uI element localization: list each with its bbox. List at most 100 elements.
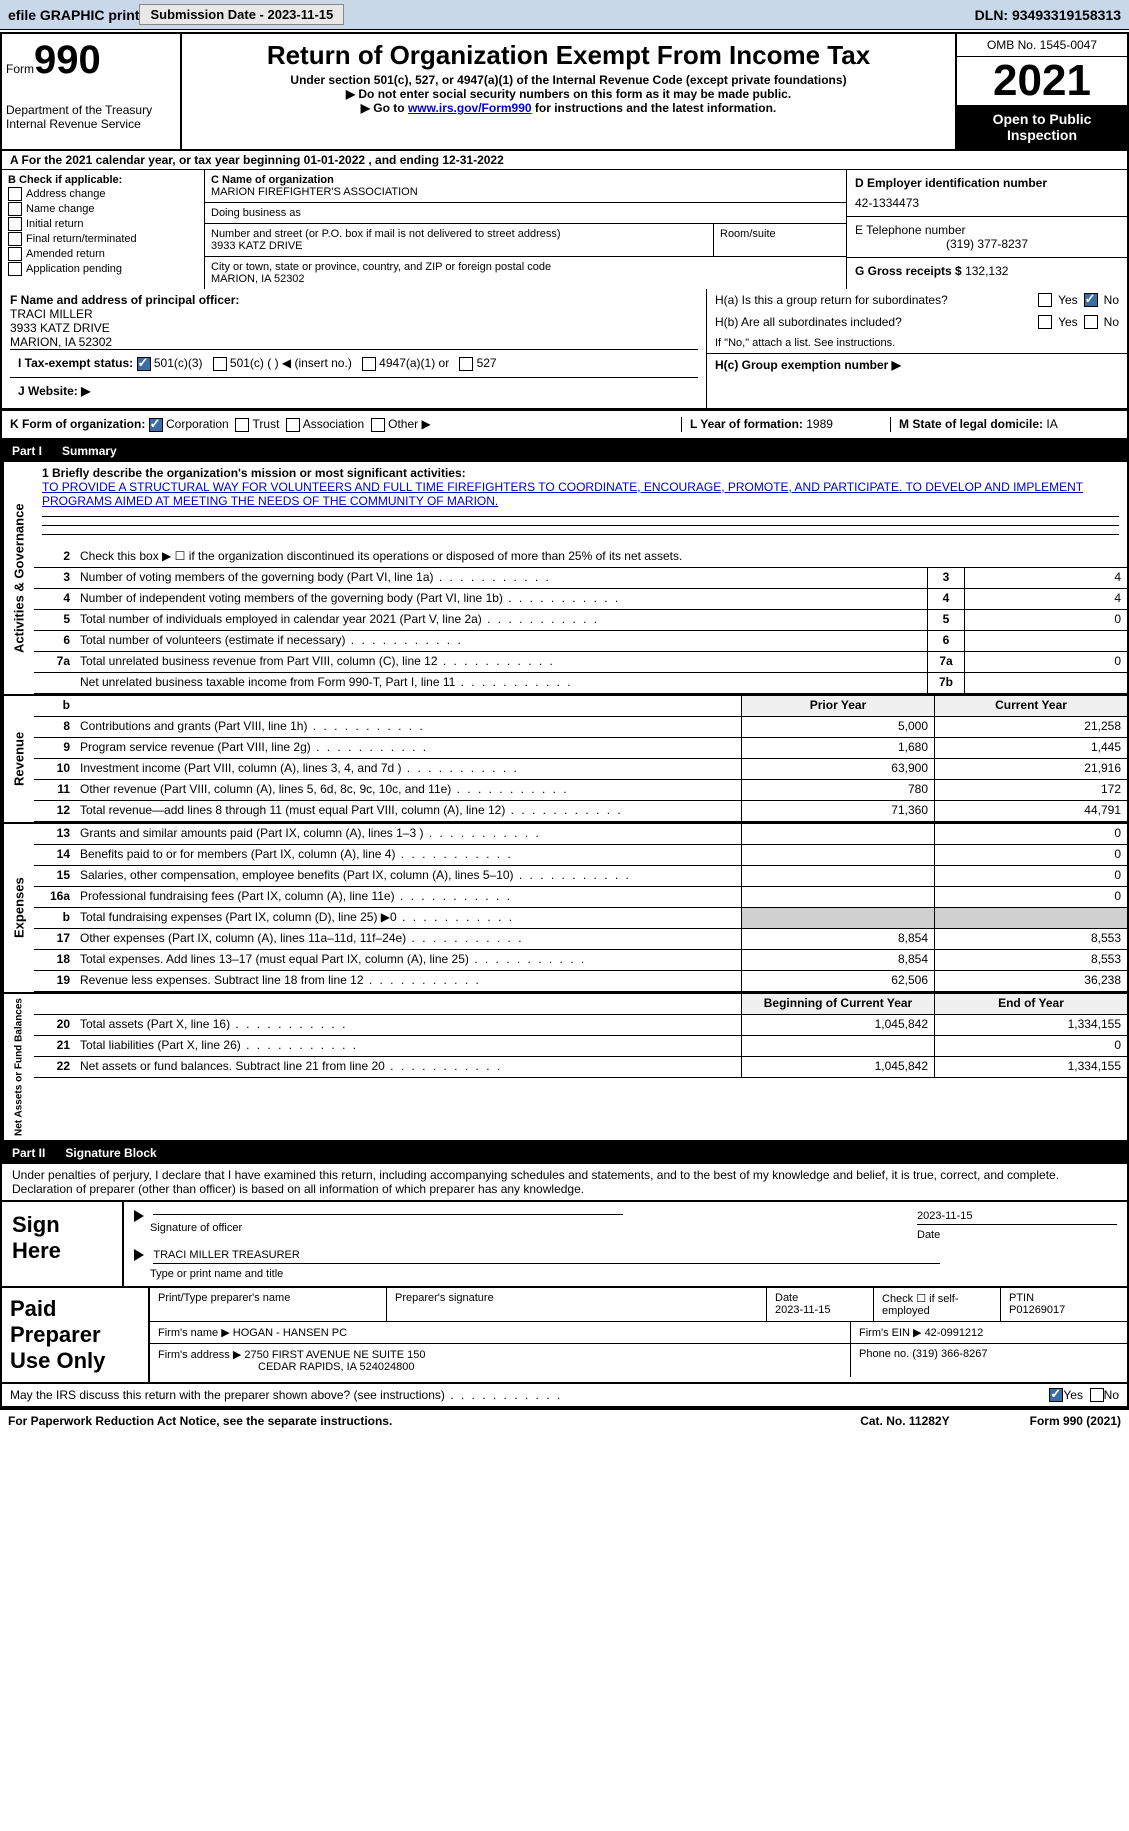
501c-checkbox[interactable] bbox=[213, 357, 227, 371]
expense-line: Total fundraising expenses (Part IX, col… bbox=[76, 908, 741, 928]
efile-label: efile GRAPHIC print bbox=[8, 7, 139, 23]
corp-checkbox[interactable] bbox=[149, 418, 163, 432]
firm-addr2: CEDAR RAPIDS, IA 524024800 bbox=[258, 1361, 415, 1373]
revenue-tab: Revenue bbox=[2, 696, 34, 822]
form990-link[interactable]: www.irs.gov/Form990 bbox=[408, 101, 532, 115]
ha-yes-checkbox[interactable] bbox=[1038, 293, 1052, 307]
revenue-line: Total revenue—add lines 8 through 11 (mu… bbox=[76, 801, 741, 821]
pra-notice: For Paperwork Reduction Act Notice, see … bbox=[8, 1414, 860, 1428]
officer-addr: 3933 KATZ DRIVE bbox=[10, 321, 698, 335]
current-year-head: Current Year bbox=[934, 696, 1127, 716]
summary-value bbox=[964, 631, 1127, 651]
room-label: Room/suite bbox=[714, 224, 846, 257]
irs-label: Internal Revenue Service bbox=[6, 117, 176, 131]
summary-line: Number of voting members of the governin… bbox=[76, 568, 927, 588]
open-inspection: Open to Public Inspection bbox=[957, 105, 1127, 149]
prior-value: 8,854 bbox=[741, 929, 934, 949]
current-value: 0 bbox=[934, 866, 1127, 886]
prior-value bbox=[741, 866, 934, 886]
expense-line: Grants and similar amounts paid (Part IX… bbox=[76, 824, 741, 844]
current-value: 8,553 bbox=[934, 950, 1127, 970]
type-name-label: Type or print name and title bbox=[150, 1268, 1117, 1280]
officer-city: MARION, IA 52302 bbox=[10, 335, 698, 349]
tax-year: 2021 bbox=[957, 57, 1127, 105]
end-year-head: End of Year bbox=[934, 994, 1127, 1014]
current-value: 172 bbox=[934, 780, 1127, 800]
discuss-no-checkbox[interactable] bbox=[1090, 1388, 1104, 1402]
trust-checkbox[interactable] bbox=[235, 418, 249, 432]
print-name-label: Print/Type preparer's name bbox=[150, 1288, 387, 1321]
form-number: 990 bbox=[34, 38, 101, 82]
hb-label: H(b) Are all subordinates included? bbox=[715, 315, 1032, 329]
org-name: MARION FIREFIGHTER'S ASSOCIATION bbox=[211, 186, 840, 198]
tax-status-label: I Tax-exempt status: bbox=[18, 356, 133, 370]
activities-governance-tab: Activities & Governance bbox=[2, 462, 34, 694]
summary-value bbox=[964, 673, 1127, 693]
summary-line: Number of independent voting members of … bbox=[76, 589, 927, 609]
amended-return-checkbox[interactable] bbox=[8, 247, 22, 261]
city-value: MARION, IA 52302 bbox=[211, 273, 840, 285]
gross-receipts-label: G Gross receipts $ bbox=[855, 264, 962, 278]
prior-value: 780 bbox=[741, 780, 934, 800]
prior-value: 63,900 bbox=[741, 759, 934, 779]
ein-value: 42-1334473 bbox=[855, 190, 1119, 210]
hb-yes-checkbox[interactable] bbox=[1038, 315, 1052, 329]
submission-date-button[interactable]: Submission Date - 2023-11-15 bbox=[139, 4, 344, 25]
firm-phone: (319) 366-8267 bbox=[912, 1348, 987, 1360]
address-change-checkbox[interactable] bbox=[8, 187, 22, 201]
omb-number: OMB No. 1545-0047 bbox=[957, 34, 1127, 57]
date-label: Date bbox=[917, 1229, 1117, 1241]
ha-no-checkbox[interactable] bbox=[1084, 293, 1098, 307]
form-word: Form bbox=[6, 62, 34, 76]
declaration-text: Under penalties of perjury, I declare th… bbox=[2, 1164, 1127, 1202]
current-value: 21,916 bbox=[934, 759, 1127, 779]
form-title: Return of Organization Exempt From Incom… bbox=[190, 40, 947, 71]
other-checkbox[interactable] bbox=[371, 418, 385, 432]
501c3-checkbox[interactable] bbox=[137, 357, 151, 371]
expense-line: Other expenses (Part IX, column (A), lin… bbox=[76, 929, 741, 949]
527-checkbox[interactable] bbox=[459, 357, 473, 371]
discuss-label: May the IRS discuss this return with the… bbox=[10, 1388, 1049, 1402]
discuss-yes-checkbox[interactable] bbox=[1049, 1388, 1063, 1402]
mission-label: 1 Briefly describe the organization's mi… bbox=[42, 466, 466, 480]
website-label: J Website: ▶ bbox=[18, 384, 90, 398]
prior-value: 1,680 bbox=[741, 738, 934, 758]
year-formation-label: L Year of formation: bbox=[690, 417, 806, 431]
form-footer: Form 990 (2021) bbox=[1030, 1414, 1121, 1428]
current-value: 0 bbox=[934, 824, 1127, 844]
prior-value bbox=[741, 887, 934, 907]
current-value: 0 bbox=[934, 887, 1127, 907]
form-org-label: K Form of organization: bbox=[10, 417, 145, 431]
paid-preparer-label: Paid Preparer Use Only bbox=[2, 1288, 150, 1382]
hb-no-checkbox[interactable] bbox=[1084, 315, 1098, 329]
prior-value bbox=[741, 824, 934, 844]
revenue-line: Contributions and grants (Part VIII, lin… bbox=[76, 717, 741, 737]
final-return-checkbox[interactable] bbox=[8, 232, 22, 246]
current-value: 1,445 bbox=[934, 738, 1127, 758]
current-value: 44,791 bbox=[934, 801, 1127, 821]
arrow-icon bbox=[134, 1249, 144, 1261]
net-line: Total assets (Part X, line 16) bbox=[76, 1015, 741, 1035]
name-change-checkbox[interactable] bbox=[8, 202, 22, 216]
sign-here-label: Sign Here bbox=[2, 1202, 124, 1286]
summary-line: Total unrelated business revenue from Pa… bbox=[76, 652, 927, 672]
assoc-checkbox[interactable] bbox=[286, 418, 300, 432]
top-toolbar: efile GRAPHIC print Submission Date - 20… bbox=[0, 0, 1129, 30]
expense-line: Revenue less expenses. Subtract line 18 … bbox=[76, 971, 741, 991]
4947-checkbox[interactable] bbox=[362, 357, 376, 371]
goto-post: for instructions and the latest informat… bbox=[532, 101, 777, 115]
prior-value: 71,360 bbox=[741, 801, 934, 821]
net-line: Total liabilities (Part X, line 26) bbox=[76, 1036, 741, 1056]
current-value: 8,553 bbox=[934, 929, 1127, 949]
part2-header: Part II Signature Block bbox=[0, 1142, 1129, 1164]
dln-label: DLN: 93493319158313 bbox=[975, 7, 1121, 23]
form-header: Form990 Department of the Treasury Inter… bbox=[0, 32, 1129, 151]
summary-value: 4 bbox=[964, 589, 1127, 609]
initial-return-checkbox[interactable] bbox=[8, 217, 22, 231]
hc-label: H(c) Group exemption number ▶ bbox=[715, 358, 901, 372]
officer-name: TRACI MILLER bbox=[10, 307, 698, 321]
subtitle-2: ▶ Do not enter social security numbers o… bbox=[190, 87, 947, 101]
sig-officer-label: Signature of officer bbox=[150, 1222, 917, 1234]
prior-value bbox=[741, 845, 934, 865]
application-pending-checkbox[interactable] bbox=[8, 262, 22, 276]
